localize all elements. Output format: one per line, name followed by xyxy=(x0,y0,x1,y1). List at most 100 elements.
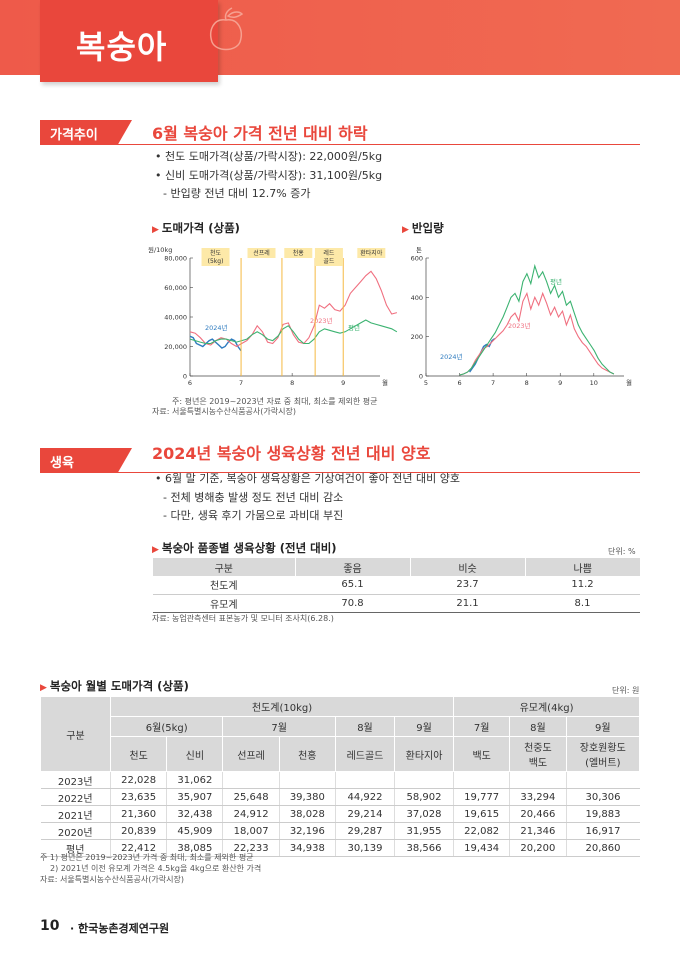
table-cell: 21,346 xyxy=(509,822,567,840)
table-header-cell: 9월 xyxy=(393,716,455,737)
table-cell: 22,412 xyxy=(109,839,167,857)
table-cell xyxy=(509,771,567,789)
table-cell: 23.7 xyxy=(410,576,525,595)
table-cell: 천도계 xyxy=(152,576,296,595)
table-header-cell: 천중도 백도 xyxy=(509,736,567,772)
section-divider xyxy=(40,144,640,145)
triangle-icon: ▶ xyxy=(152,545,159,555)
y-tick-label: 600 xyxy=(411,255,423,263)
section-heading-growth: 2024년 복숭아 생육상황 전년 대비 양호 xyxy=(152,444,431,463)
unit-label: 단위: % xyxy=(608,547,636,556)
y-tick-label: 20,000 xyxy=(164,343,187,351)
table-cell: 31,062 xyxy=(166,771,223,789)
table-cell: 45,909 xyxy=(166,822,223,840)
variety-label: 천홍 xyxy=(293,249,305,257)
table-cell: 37,028 xyxy=(393,805,454,823)
table-header-cell: 6월(5kg) xyxy=(109,716,224,737)
table-cell: 38,085 xyxy=(166,839,223,857)
table-note: 2) 2021년 이전 유모계 가격은 4.5kg을 4kg으로 환산한 가격 xyxy=(50,864,262,873)
growth-table: 구분 좋음 비슷 나쁨 천도계 65.1 23.7 11.2 유모계 70.8 … xyxy=(152,558,640,613)
x-tick-label: 8 xyxy=(290,379,294,387)
chart1-title: ▶ 도매가격 (상품) xyxy=(152,221,240,235)
table-cell: 19,883 xyxy=(565,805,640,823)
table-cell: 38,028 xyxy=(278,805,336,823)
bullet-line: - 다만, 생육 후기 가뭄으로 과비대 부진 xyxy=(163,509,344,522)
x-tick-label: 7 xyxy=(491,379,495,387)
bullet-line: - 반입량 전년 대비 12.7% 증가 xyxy=(163,187,311,200)
volume-chart: 톤 0 200 400 600 5 6 7 8 9 10 월 2024년 2023년 평년 xyxy=(411,246,632,387)
x-tick-label: 9 xyxy=(558,379,562,387)
series-line xyxy=(189,335,242,352)
x-tick-label: 6 xyxy=(188,379,192,387)
table-row: 2020년 20,839 45,909 18,007 32,196 29,287 31,95… xyxy=(40,822,640,840)
table-cell: 30,139 xyxy=(334,839,395,857)
price-chart: 원/10kg 0 20,000 40,000 60,000 80,000 6 7 8 9 월 2024… xyxy=(148,245,398,387)
series-label: 2023년 xyxy=(508,321,531,330)
y-tick-label: 200 xyxy=(411,333,423,341)
table-header-cell: 9월 xyxy=(565,716,641,737)
table-header-cell: 7월 xyxy=(453,716,511,737)
series-label: 2024년 xyxy=(205,323,228,332)
table-cell xyxy=(453,771,510,789)
bullet-line: - 전체 병해충 발생 정도 전년 대비 감소 xyxy=(163,491,344,504)
table-cell: 24,912 xyxy=(222,805,280,823)
table-cell: 58,902 xyxy=(393,788,454,806)
footer-org: · 한국농촌경제연구원 xyxy=(70,922,170,935)
table-header-cell: 구분 xyxy=(40,696,111,772)
variety-label: 환타지아 xyxy=(360,249,383,257)
bullet-line: • 천도 도매가격(상품/가락시장): 22,000원/5kg xyxy=(155,150,383,163)
table-cell: 18,007 xyxy=(222,822,280,840)
variety-label: 레드 xyxy=(323,249,335,257)
variety-label: 골드 xyxy=(323,258,335,265)
table-header-cell: 8월 xyxy=(509,716,567,737)
table-cell: 유모계 xyxy=(152,594,296,613)
table-header-cell: 좋음 xyxy=(294,558,411,576)
series-line xyxy=(189,319,398,345)
series-label: 2024년 xyxy=(440,352,463,361)
table-header-cell: 구분 xyxy=(152,558,296,576)
table-header-cell: 7월 xyxy=(222,716,336,737)
x-tick-label: 8 xyxy=(525,379,529,387)
chart2-title: ▶ 반입량 xyxy=(402,221,444,235)
monthly-table-title: ▶ 복숭아 월별 도매가격 (상품) xyxy=(40,679,189,693)
table-cell: 8.1 xyxy=(525,594,640,613)
section-heading-price: 6월 복숭아 가격 전년 대비 하락 xyxy=(152,124,368,143)
series-label: 평년 xyxy=(550,277,562,286)
table-cell: 16,917 xyxy=(565,822,640,840)
y-axis-unit: 원/10kg xyxy=(148,245,172,254)
table-cell: 19,434 xyxy=(453,839,510,857)
table-header-cell: 백도 xyxy=(453,736,511,772)
x-axis-label: 월 xyxy=(382,378,388,387)
x-tick-label: 7 xyxy=(239,379,243,387)
table-cell: 20,839 xyxy=(109,822,167,840)
x-tick-label: 10 xyxy=(590,379,598,387)
x-tick-label: 6 xyxy=(457,379,461,387)
bullet-line: • 신비 도매가격(상품/가락시장): 31,100원/5kg xyxy=(155,169,383,182)
series-line xyxy=(459,263,615,376)
table-cell: 34,938 xyxy=(278,839,336,857)
y-tick-label: 0 xyxy=(419,373,423,381)
chart-note: 주: 평년은 2019~2023년 자료 중 최대, 최소를 제외한 평균 xyxy=(172,397,378,406)
table-header-cell: 환타지아 xyxy=(393,736,455,772)
series-line xyxy=(469,338,496,373)
triangle-icon: ▶ xyxy=(152,225,159,235)
table-cell: 39,380 xyxy=(278,788,336,806)
table-cell: 31,955 xyxy=(393,822,454,840)
table-cell xyxy=(334,771,395,789)
table-cell: 32,438 xyxy=(166,805,223,823)
table-cell: 20,860 xyxy=(565,839,640,857)
table-header-cell: 나쁨 xyxy=(524,558,640,576)
table-header-cell: 장호원황도 (엘버트) xyxy=(565,736,641,772)
section-tag-price: 가격추이 xyxy=(40,120,132,144)
table-cell: 2020년 xyxy=(40,822,111,840)
table-cell: 11.2 xyxy=(525,576,640,595)
chart-source: 자료: 서울특별시농수산식품공사(가락시장) xyxy=(152,407,296,416)
y-tick-label: 40,000 xyxy=(164,314,187,322)
table-header-cell: 신비 xyxy=(166,736,224,772)
table-note: 주 1) 평년은 2019~2023년 가격 중 최대, 최소를 제외한 평균 xyxy=(40,853,254,862)
table-cell: 22,082 xyxy=(453,822,510,840)
variety-label: (5kg) xyxy=(208,258,224,265)
table-cell xyxy=(222,771,280,789)
table-cell: 20,466 xyxy=(509,805,567,823)
variety-label-box xyxy=(357,248,386,258)
